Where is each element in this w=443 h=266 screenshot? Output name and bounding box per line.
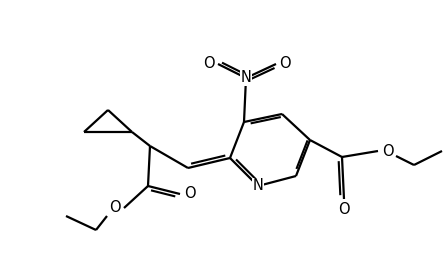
Text: O: O	[338, 202, 350, 218]
Text: O: O	[203, 56, 215, 72]
Text: O: O	[279, 56, 291, 72]
Text: O: O	[382, 143, 394, 159]
Text: O: O	[184, 186, 196, 202]
Text: N: N	[241, 70, 252, 85]
Text: N: N	[253, 178, 264, 193]
Text: O: O	[109, 201, 121, 215]
